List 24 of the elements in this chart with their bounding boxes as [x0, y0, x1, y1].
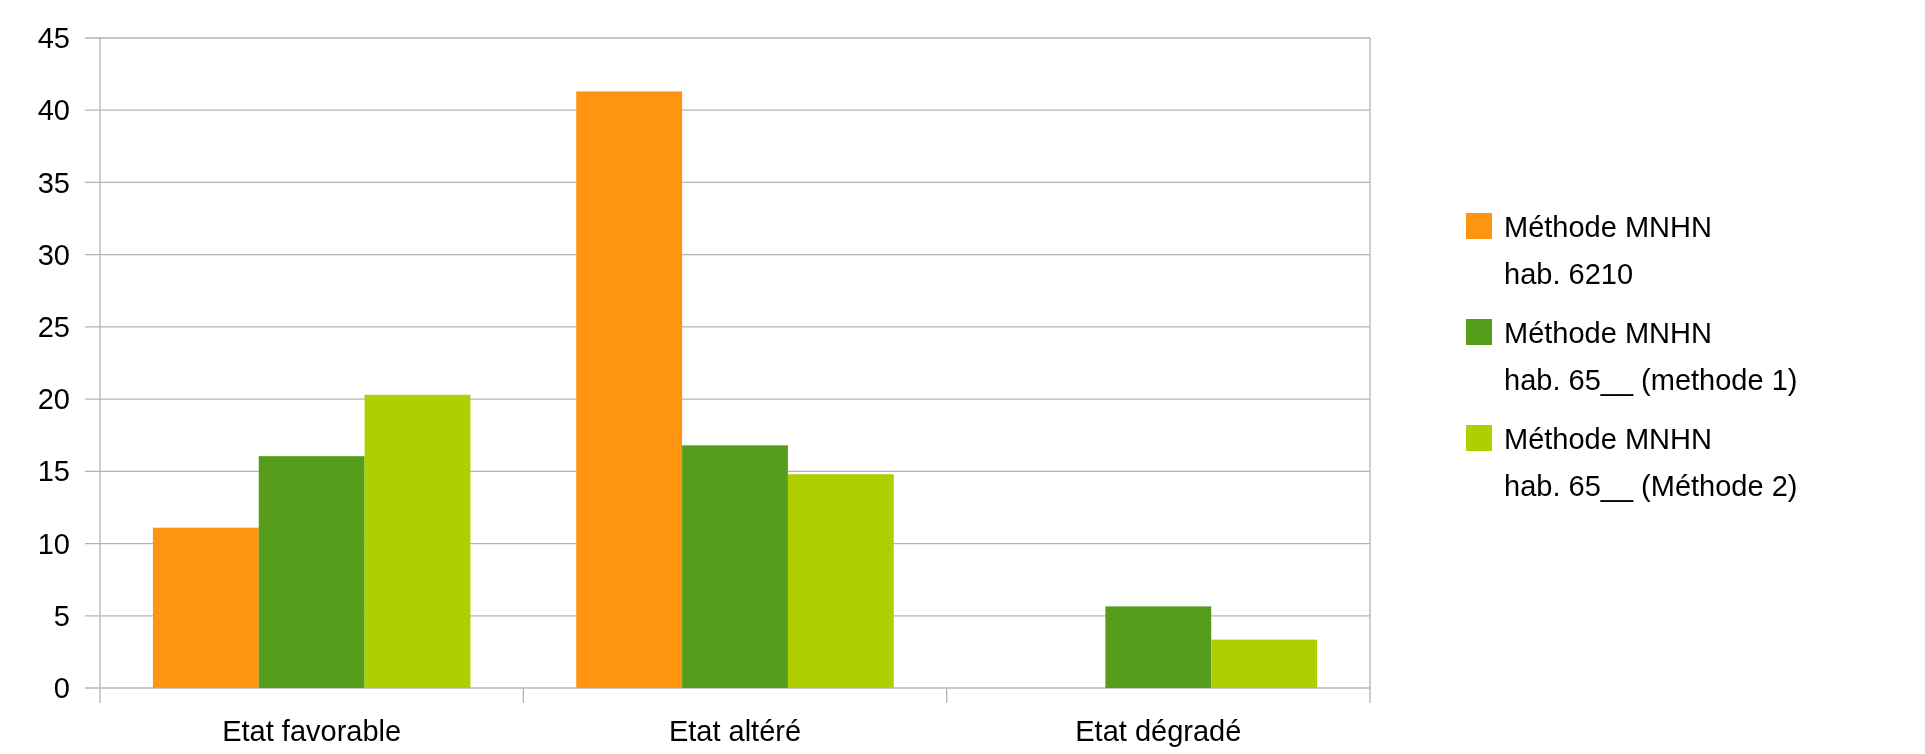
y-tick-label: 25: [37, 311, 70, 344]
y-tick-label: 5: [53, 599, 70, 632]
y-tick-label: 40: [37, 94, 70, 127]
bar: [1105, 606, 1212, 688]
x-tick-label: Etat altéré: [668, 715, 802, 747]
y-tick-label: 35: [37, 166, 70, 199]
bar: [682, 445, 788, 688]
x-tick-label: Etat dégradé: [1075, 715, 1242, 747]
y-tick-label: 45: [37, 22, 70, 55]
bar: [258, 456, 365, 688]
bar: [576, 91, 683, 688]
bar: [1211, 639, 1318, 688]
bar: [364, 394, 471, 688]
y-tick-label: 20: [37, 383, 70, 416]
y-tick-label: 15: [37, 455, 70, 488]
y-tick-label: 30: [37, 238, 70, 271]
legend-label: Méthode MNHN hab. 65__ (methode 1): [1504, 317, 1798, 396]
legend-label: Méthode MNHN hab. 65__ (Méthode 2): [1504, 423, 1798, 502]
legend-label: Méthode MNHN hab. 6210: [1504, 211, 1712, 290]
bar: [152, 527, 259, 688]
bar: [787, 474, 894, 688]
x-tick-label: Etat favorable: [222, 715, 402, 747]
y-tick-label: 0: [53, 672, 70, 705]
y-tick-label: 10: [37, 527, 70, 560]
